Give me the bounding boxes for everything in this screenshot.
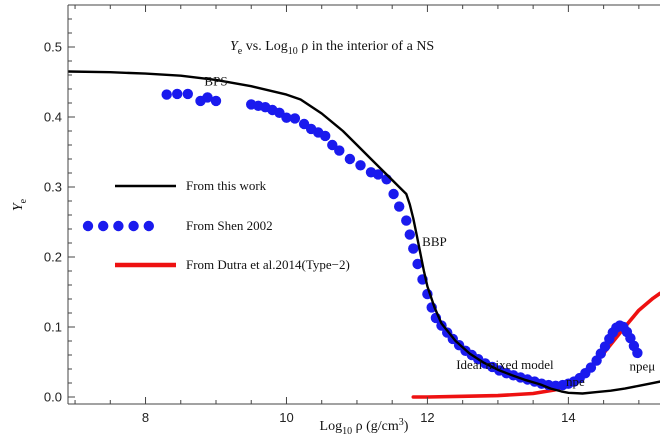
x-tick-label: 10 — [279, 410, 293, 425]
series-shen-point — [327, 139, 338, 151]
axis-ticks: 8 10 12 14 0.0 0.1 0.2 0.3 0.4 0.5 — [44, 5, 640, 425]
series-shen-point — [172, 88, 183, 100]
series-shen-point — [388, 188, 399, 200]
series-shen-point — [210, 95, 222, 107]
legend-swatch-dot — [143, 220, 154, 232]
legend-swatch-dot — [128, 220, 139, 232]
annotations: BPS BBP Ideal mixed model npe npeμ — [204, 74, 655, 389]
legend: From this work From Shen 2002 From Dutra e… — [82, 178, 350, 272]
y-tick-label: 0.2 — [44, 250, 62, 265]
legend-label: From Shen 2002 — [186, 218, 273, 233]
series-shen-point — [355, 160, 366, 171]
chart-title: Ye vs. Log10 ρ in the interior of a NS — [230, 39, 434, 57]
legend-swatch-dot — [98, 220, 109, 232]
series-shen-point — [202, 92, 213, 103]
x-tick-label: 12 — [420, 410, 434, 425]
y-tick-label: 0.4 — [44, 110, 62, 125]
x-tick-label: 14 — [561, 410, 575, 425]
series-shen-point — [320, 130, 331, 142]
series-shen-point — [372, 169, 384, 180]
y-tick-label: 0.0 — [44, 390, 62, 405]
y-tick-label: 0.5 — [44, 40, 62, 55]
annotation-label: npeμ — [630, 358, 656, 373]
legend-label: From Dutra et al.2014(Type−2) — [186, 257, 350, 272]
annotation-label: BBP — [422, 234, 447, 249]
series-shen-point — [182, 88, 193, 100]
x-axis-label: Log10 ρ (g/cm3) — [320, 417, 409, 437]
y-tick-label: 0.1 — [44, 320, 62, 335]
plot-area — [68, 70, 660, 399]
series-shen-point — [161, 89, 172, 100]
series-shen-point — [404, 229, 415, 240]
series-shen-point — [585, 362, 597, 373]
series-shen-point — [289, 113, 301, 124]
x-tick-label: 8 — [142, 410, 149, 425]
series-shen-point — [599, 341, 611, 352]
series-shen-point — [281, 112, 292, 123]
plot-frame — [67, 4, 660, 405]
legend-label: From this work — [186, 178, 267, 193]
y-tick-label: 0.3 — [44, 180, 62, 195]
series-shen-point — [394, 201, 405, 212]
series-shen-point — [334, 145, 345, 156]
series-shen-point — [344, 153, 356, 165]
series-this-work-line — [68, 70, 660, 395]
y-axis-label: Ye — [11, 198, 29, 211]
annotation-label: Ideal mixed model — [456, 357, 554, 372]
series-shen-point — [408, 243, 419, 254]
series-shen-point — [412, 258, 423, 270]
series-shen-point — [401, 215, 412, 226]
annotation-label: BPS — [204, 74, 227, 89]
legend-swatch-dot — [82, 220, 94, 232]
series-shen-point — [632, 347, 643, 359]
annotation-label: npe — [566, 374, 585, 389]
legend-swatch-dot — [113, 220, 124, 232]
